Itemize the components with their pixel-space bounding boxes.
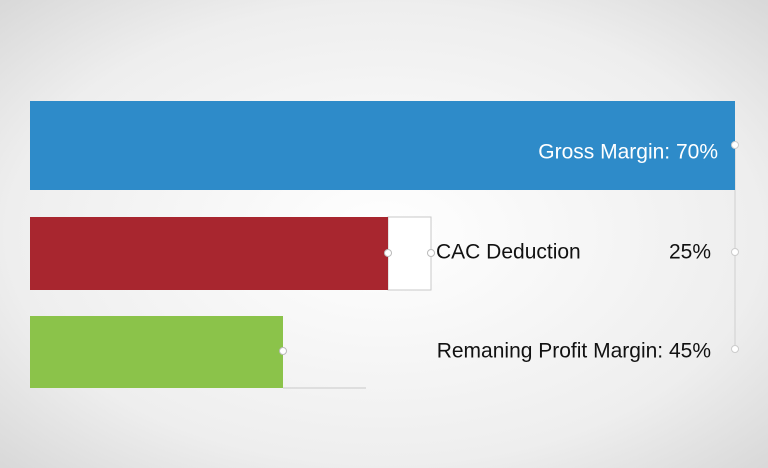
gross-margin-bar (30, 101, 735, 190)
handle (427, 249, 435, 257)
cac-label: CAC Deduction (436, 241, 581, 264)
remaining-label: Remaning Profit Margin: 45% (437, 340, 711, 363)
cac-bar (30, 217, 388, 290)
handle (731, 248, 739, 256)
cac-value: 25% (669, 241, 711, 264)
handle (384, 249, 392, 257)
handle (731, 345, 739, 353)
gross-margin-label: Gross Margin: 70% (538, 141, 718, 164)
remaining-bar (30, 316, 283, 388)
handle (731, 141, 739, 149)
handle (279, 347, 287, 355)
cac-box (387, 216, 432, 291)
